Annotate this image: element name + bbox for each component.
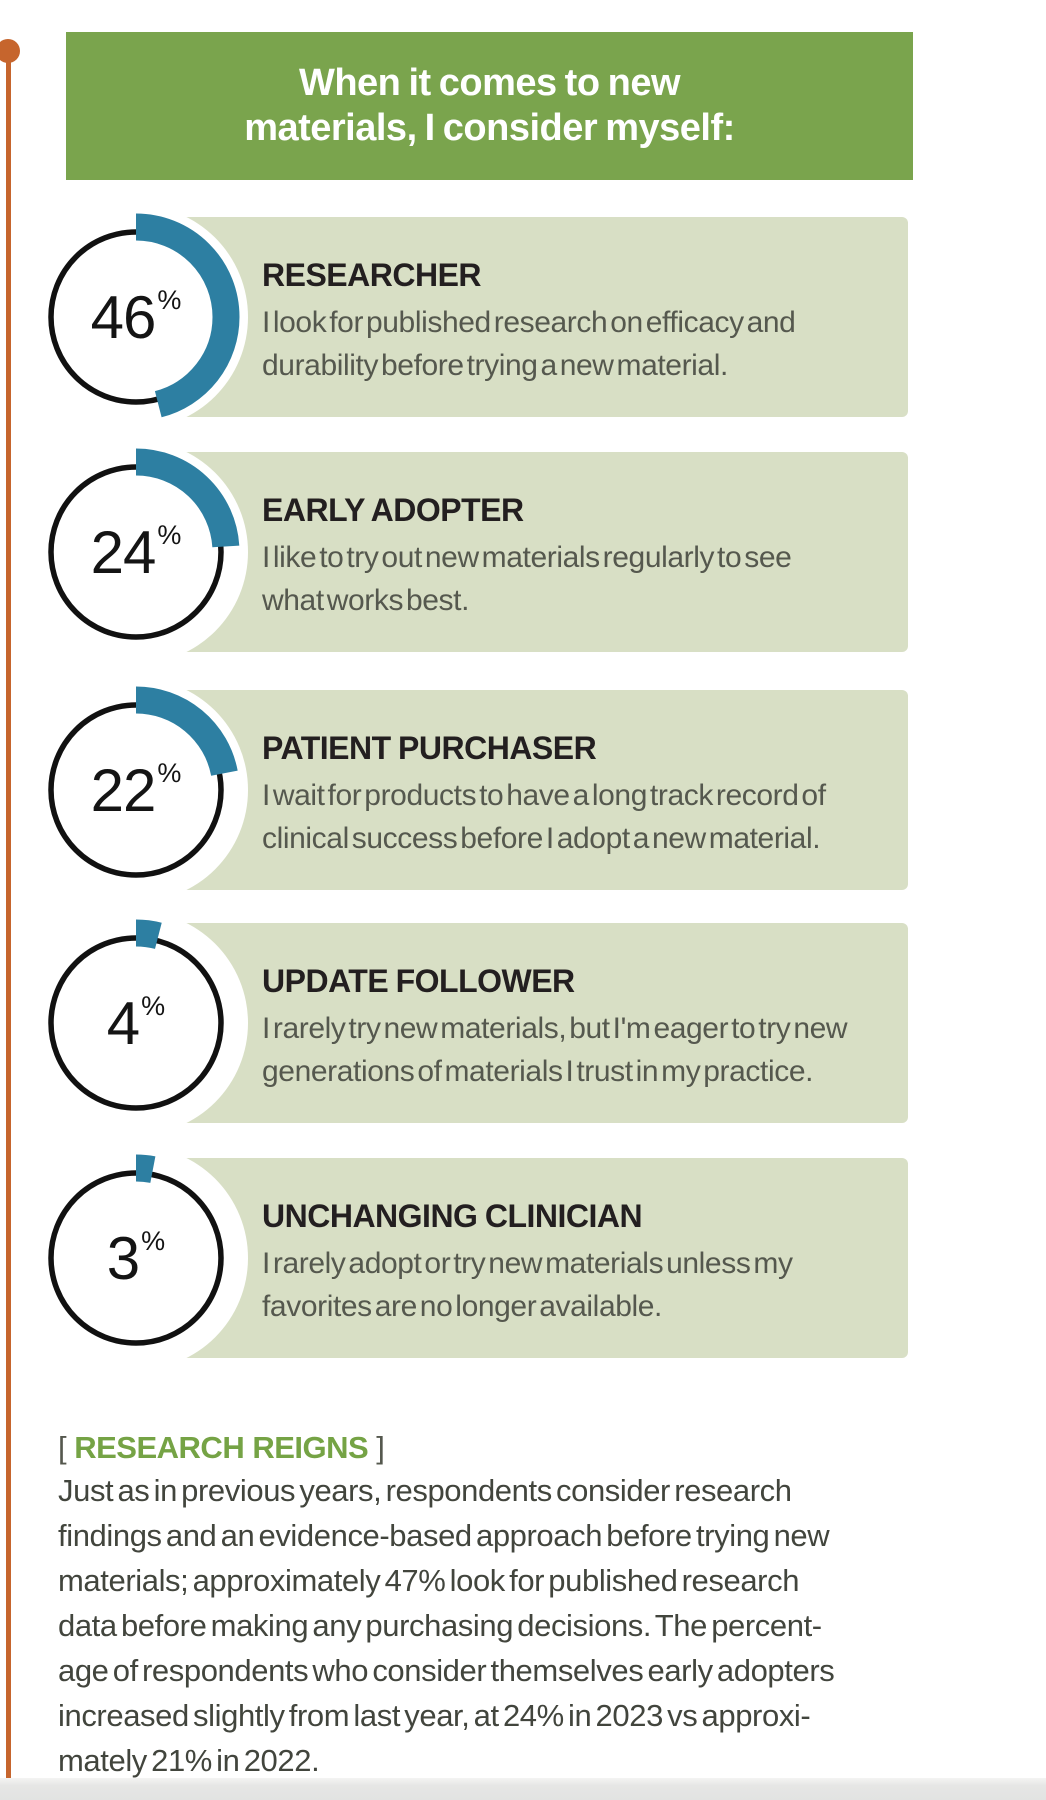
card-text: RESEARCHER I look for published research… — [178, 217, 908, 387]
gauge-row-unchanging-clinician: UNCHANGING CLINICIAN I rarely adopt or t… — [0, 1133, 1046, 1373]
footnote-bracket-open: [ — [58, 1430, 75, 1465]
percent-sign: % — [157, 519, 182, 550]
percent-sign: % — [141, 1225, 166, 1256]
footnote-bracket-close: ] — [368, 1430, 385, 1465]
category-card: UNCHANGING CLINICIAN I rarely adopt or t… — [178, 1158, 908, 1358]
category-description: I wait for products to have a long track… — [262, 779, 826, 855]
card-text: UPDATE FOLLOWER I rarely try new materia… — [178, 923, 908, 1093]
gauge-value: 24 % — [16, 432, 256, 672]
gauge-value: 46 % — [16, 197, 256, 437]
gauge-arc — [32, 1154, 240, 1362]
gauge-arc — [32, 919, 240, 1127]
gauge-value: 22 % — [16, 670, 256, 910]
category-description: I rarely adopt or try new materials unle… — [262, 1247, 793, 1323]
header-title-line1: When it comes to new — [298, 62, 681, 104]
gauge-value: 3 % — [16, 1138, 256, 1378]
category-card: EARLY ADOPTER I like to try out new mate… — [178, 452, 908, 652]
gauge-value-number: 46 — [90, 283, 157, 351]
gauge-arc — [32, 686, 240, 894]
gauge-row-update-follower: UPDATE FOLLOWER I rarely try new materia… — [0, 898, 1046, 1138]
category-card: UPDATE FOLLOWER I rarely try new materia… — [178, 923, 908, 1123]
gauge-arc — [32, 448, 240, 656]
gauge-arc — [32, 213, 240, 421]
category-card: RESEARCHER I look for published research… — [178, 217, 908, 417]
donut-gauge — [24, 911, 248, 1135]
closing-paragraph: Just as in previous years, respondents c… — [58, 1473, 835, 1778]
card-text: EARLY ADOPTER I like to try out new mate… — [178, 452, 908, 622]
category-card: PATIENT PURCHASER I wait for products to… — [178, 690, 908, 890]
category-title: UNCHANGING CLINICIAN — [262, 1198, 643, 1234]
category-title: RESEARCHER — [262, 257, 482, 293]
percent-sign: % — [157, 757, 182, 788]
card-text: UNCHANGING CLINICIAN I rarely adopt or t… — [178, 1158, 908, 1328]
category-description: I like to try out new materials regularl… — [262, 541, 792, 617]
accent-line — [6, 50, 11, 1781]
header-title-line2: materials, I consider myself: — [244, 107, 735, 149]
page-bottom-edge-shadow — [0, 1778, 1046, 1800]
category-description: I rarely try new materials, but I'm eage… — [262, 1012, 848, 1088]
footnote-heading: [ RESEARCH REIGNS ] — [58, 1430, 385, 1466]
percent-sign: % — [157, 284, 182, 315]
donut-gauge — [24, 678, 248, 902]
category-description: I look for published research on efficac… — [262, 306, 796, 382]
category-title: UPDATE FOLLOWER — [262, 963, 575, 999]
header-banner: When it comes to new materials, I consid… — [66, 32, 913, 180]
donut-gauge — [24, 440, 248, 664]
gauge-value-number: 4 — [106, 989, 140, 1057]
category-title: EARLY ADOPTER — [262, 492, 524, 528]
donut-gauge — [24, 205, 248, 429]
gauge-row-researcher: RESEARCHER I look for published research… — [0, 192, 1046, 432]
gauge-value-number: 3 — [106, 1224, 140, 1292]
card-text: PATIENT PURCHASER I wait for products to… — [178, 690, 908, 860]
category-title: PATIENT PURCHASER — [262, 730, 597, 766]
donut-gauge — [24, 1146, 248, 1370]
gauge-value-number: 24 — [90, 518, 157, 586]
gauge-value: 4 % — [16, 903, 256, 1143]
gauge-value-number: 22 — [90, 756, 157, 824]
percent-sign: % — [141, 990, 166, 1021]
gauge-row-patient-purchaser: PATIENT PURCHASER I wait for products to… — [0, 665, 1046, 905]
footnote-label: RESEARCH REIGNS — [74, 1430, 369, 1465]
gauge-row-early-adopter: EARLY ADOPTER I like to try out new mate… — [0, 427, 1046, 667]
